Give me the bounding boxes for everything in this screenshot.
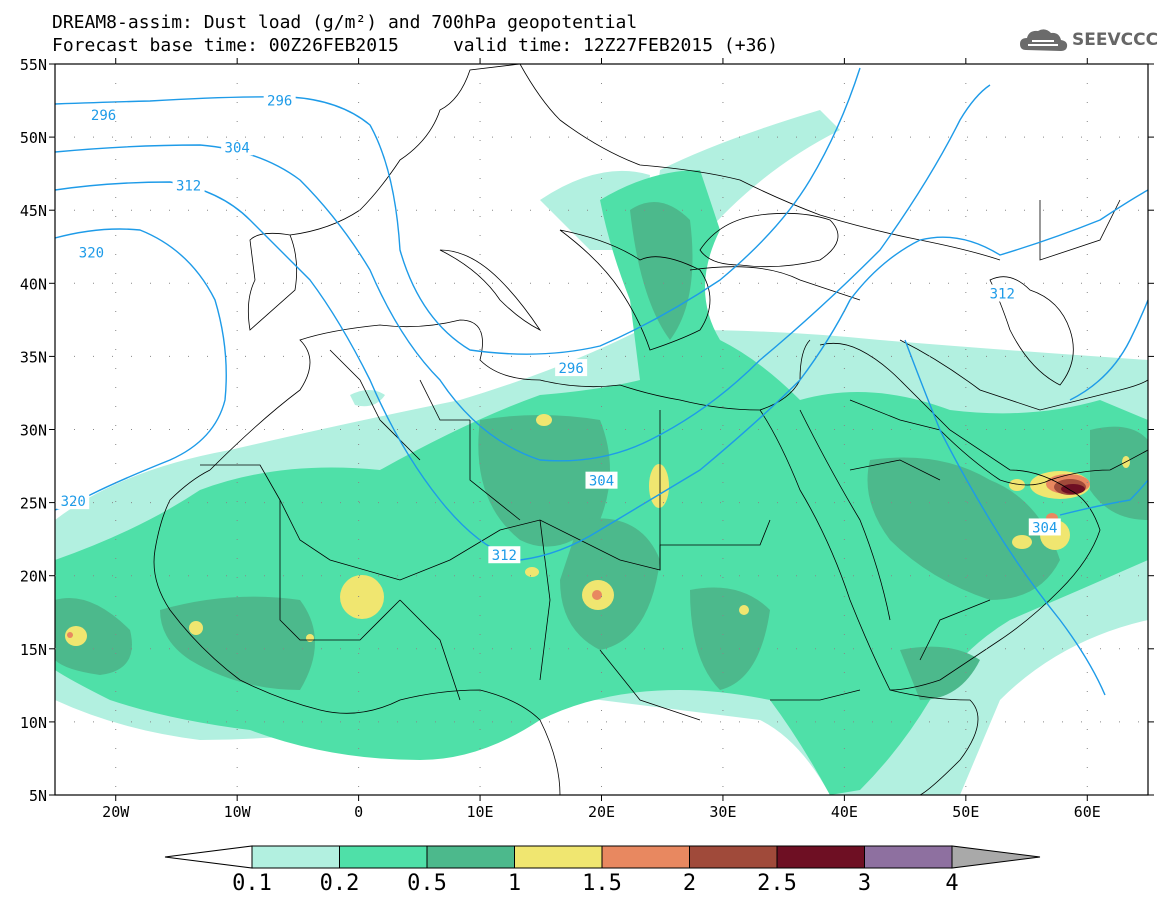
colorbar-label: 0.1 — [232, 871, 272, 896]
geopotential-contours — [55, 67, 1148, 696]
lon-tick-label: 0 — [354, 803, 363, 821]
lon-tick-label: 20W — [102, 803, 130, 821]
lat-tick-label: 30N — [20, 422, 47, 440]
contour-label-bg — [263, 91, 296, 109]
colorbar-high-arrow — [951, 845, 1041, 869]
contour-label-bg — [1028, 518, 1061, 536]
map-title: DREAM8-assim: Dust load (g/m²) and 700hP… — [52, 12, 638, 33]
contour-label: 304 — [1032, 520, 1057, 536]
contour-label: 320 — [61, 494, 86, 510]
contour-label: 320 — [79, 246, 104, 262]
lat-tick-label: 25N — [20, 495, 47, 513]
contour-label-bg — [75, 243, 108, 261]
colorbar-label: 2 — [683, 871, 696, 896]
colorbar-label: 2.5 — [757, 871, 797, 896]
contour-label: 296 — [267, 94, 292, 110]
lon-tick-label: 20E — [588, 803, 615, 821]
contour-label-bg — [57, 492, 90, 510]
cloud-logo-icon — [1020, 29, 1068, 51]
colorbar-label: 1.5 — [582, 871, 622, 896]
contour-label-bg — [172, 176, 205, 194]
lon-tick-label: 60E — [1074, 803, 1101, 821]
country-borders — [153, 64, 1148, 795]
contour-label: 304 — [225, 140, 250, 156]
lat-tick-label: 10N — [20, 714, 47, 732]
lat-tick-label: 50N — [20, 129, 47, 147]
colorbar-swatch — [689, 845, 778, 869]
contour-label-bg — [555, 359, 588, 377]
logo-text: SEEVCCC — [1072, 30, 1159, 50]
lon-tick-label: 10W — [224, 803, 252, 821]
colorbar-swatch — [776, 845, 865, 869]
contour-label: 304 — [589, 474, 614, 490]
lat-tick-label: 45N — [20, 202, 47, 220]
colorbar-low-arrow — [164, 845, 253, 869]
colorbar-label: 3 — [858, 871, 871, 896]
longitude-axis: 20W 10W 0 10E 20E 30E 40E 50E 60E — [102, 58, 1101, 821]
colorbar-label: 0.2 — [320, 871, 360, 896]
lon-tick-label: 30E — [709, 803, 736, 821]
latitude-axis: 55N 50N 45N 40N 35N 30N 25N 20N 15N 10N 5N — [20, 56, 1154, 805]
contour-label-bg — [87, 106, 120, 124]
colorbar-swatch — [251, 845, 340, 869]
colorbar-label: 0.5 — [407, 871, 447, 896]
colorbar-swatch — [864, 845, 953, 869]
lon-tick-label: 40E — [831, 803, 858, 821]
lat-tick-label: 15N — [20, 641, 47, 659]
lat-tick-label: 20N — [20, 568, 47, 586]
lat-tick-label: 55N — [20, 56, 47, 74]
contour-label-bg — [488, 546, 521, 564]
lat-tick-label: 40N — [20, 275, 47, 293]
contour-label-bg — [221, 138, 254, 156]
contour-label: 312 — [990, 287, 1015, 303]
colorbar-swatch — [426, 845, 515, 869]
colorbar-swatch — [514, 845, 603, 869]
lon-tick-label: 50E — [952, 803, 979, 821]
contour-label: 296 — [558, 361, 583, 377]
contour-label: 312 — [492, 548, 517, 564]
contour-label-bg — [585, 471, 618, 489]
contour-label-bg — [986, 284, 1019, 302]
colorbar-label: 1 — [508, 871, 521, 896]
contour-labels: 296 296 304 312 320 296 304 312 320 312 304 — [57, 91, 1061, 564]
lon-tick-label: 10E — [467, 803, 494, 821]
contour-label: 312 — [176, 178, 201, 194]
contour-label: 296 — [91, 108, 116, 124]
lat-tick-label: 5N — [29, 787, 47, 805]
lat-tick-label: 35N — [20, 348, 47, 366]
colorbar-swatch — [339, 845, 428, 869]
map-subtitle: Forecast base time: 00Z26FEB2015 valid t… — [52, 35, 779, 56]
colorbar-label: 4 — [945, 871, 958, 896]
colorbar-swatch — [601, 845, 690, 869]
